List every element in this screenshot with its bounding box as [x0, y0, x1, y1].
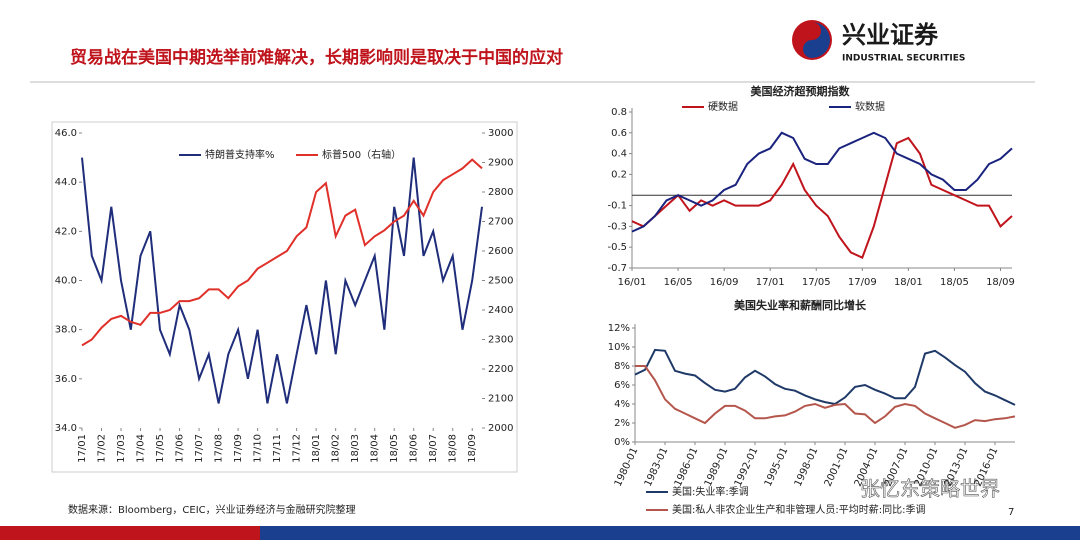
legend-label: 标普500（右轴） — [322, 148, 401, 161]
series-line — [81, 157, 483, 404]
logo-text: 兴业证券 — [842, 21, 939, 49]
y-tick-label: 2% — [614, 418, 630, 429]
y-tick-label: 40.0 — [55, 276, 77, 287]
x-tick-label: 17/03 — [116, 434, 127, 463]
y-tick-label: 10% — [608, 342, 630, 353]
x-tick-label: 17/10 — [253, 434, 264, 463]
y2-tick-label: 2200 — [488, 364, 513, 375]
x-tick-label: 17/04 — [136, 434, 147, 463]
y-tick-label: -0.3 — [607, 221, 627, 232]
legend-label: 特朗普支持率% — [205, 148, 275, 161]
y-tick-label: 0% — [614, 437, 630, 448]
logo-swirl — [803, 22, 830, 58]
y2-tick-label: 2500 — [488, 276, 513, 287]
y-tick-label: -0.7 — [607, 263, 627, 274]
chart-title: 美国经济超预期指数 — [751, 84, 851, 98]
y2-tick-label: 2800 — [488, 187, 513, 198]
y-tick-label: 36.0 — [55, 374, 77, 385]
y-tick-label: 38.0 — [55, 325, 77, 336]
page-number: 7 — [1008, 507, 1014, 518]
y2-tick-label: 3000 — [488, 128, 513, 139]
y-tick-label: -0.5 — [607, 242, 627, 253]
x-tick-label: 18/04 — [370, 434, 381, 463]
x-tick-label: 18/01 — [311, 434, 322, 463]
series-line — [631, 136, 1013, 259]
y2-tick-label: 2700 — [488, 217, 513, 228]
y2-tick-label: 2300 — [488, 335, 513, 346]
legend-label: 美国:失业率:季调 — [672, 485, 749, 498]
slide-title: 贸易战在美国中期选举前难解决，长期影响则是取决于中国的应对 — [70, 47, 563, 68]
x-tick-label: 17/02 — [97, 434, 108, 463]
y2-tick-label: 2100 — [488, 394, 513, 405]
series-line — [81, 158, 483, 347]
y-tick-label: 44.0 — [55, 177, 77, 188]
x-tick-label: 17/01 — [756, 277, 785, 288]
y-tick-label: 4% — [614, 399, 630, 410]
x-tick-label: 18/03 — [350, 434, 361, 463]
y-tick-label: 0.8 — [611, 107, 627, 118]
x-tick-label: 17/01 — [77, 434, 88, 463]
x-tick-label: 18/02 — [331, 434, 342, 463]
y-tick-label: 34.0 — [55, 423, 77, 434]
legend-label: 美国:私人非农企业生产和非管理人员:平均时薪:同比:季调 — [672, 503, 925, 516]
x-tick-label: 17/05 — [155, 434, 166, 463]
y2-tick-label: 2600 — [488, 246, 513, 257]
y-tick-label: 0.2 — [611, 169, 627, 180]
x-tick-label: 18/08 — [448, 434, 459, 463]
x-tick-label: 16/09 — [710, 277, 739, 288]
x-tick-label: 17/05 — [802, 277, 831, 288]
x-tick-label: 18/07 — [428, 434, 439, 463]
y-tick-label: 12% — [608, 323, 630, 334]
series-line — [635, 365, 1016, 429]
legend-label: 软数据 — [855, 100, 885, 113]
x-tick-label: 17/12 — [292, 434, 303, 463]
y2-tick-label: 2000 — [488, 423, 513, 434]
x-tick-label: 18/05 — [940, 277, 969, 288]
x-tick-label: 18/09 — [467, 434, 478, 463]
chart-frame — [51, 121, 518, 473]
watermark: 张忆东策略世界 — [860, 477, 1000, 501]
y2-tick-label: 2900 — [488, 158, 513, 169]
legend-label: 硬数据 — [708, 100, 738, 113]
logo-subtext: INDUSTRIAL SECURITIES — [842, 54, 965, 64]
x-tick-label: 17/08 — [214, 434, 225, 463]
x-tick-label: 17/07 — [194, 434, 205, 463]
y-tick-label: 6% — [614, 380, 630, 391]
y-tick-label: 0.6 — [611, 128, 627, 139]
y-tick-label: 46.0 — [55, 128, 77, 139]
series-line — [634, 348, 1016, 406]
x-tick-label: 17/11 — [272, 434, 283, 463]
series-line — [631, 131, 1013, 233]
y-tick-label: 0.4 — [611, 149, 627, 160]
source-note: 数据来源：Bloomberg，CEIC，兴业证券经济与金融研究院整理 — [68, 503, 356, 516]
y-tick-label: -0.1 — [607, 201, 627, 212]
x-tick-label: 16/05 — [664, 277, 693, 288]
x-tick-label: 17/09 — [233, 434, 244, 463]
x-tick-label: 16/01 — [618, 277, 647, 288]
x-tick-label: 18/06 — [409, 434, 420, 463]
x-tick-label: 18/09 — [986, 277, 1015, 288]
x-tick-label: 17/06 — [175, 434, 186, 463]
x-tick-label: 18/05 — [389, 434, 400, 463]
x-tick-label: 18/01 — [894, 277, 923, 288]
y2-tick-label: 2400 — [488, 305, 513, 316]
x-tick-label: 17/09 — [848, 277, 877, 288]
footer-bar — [0, 526, 1080, 540]
y-tick-label: 42.0 — [55, 226, 77, 237]
y-tick-label: 8% — [614, 361, 630, 372]
chart-title: 美国失业率和薪酬同比增长 — [734, 298, 867, 312]
footer-accent — [0, 526, 260, 540]
